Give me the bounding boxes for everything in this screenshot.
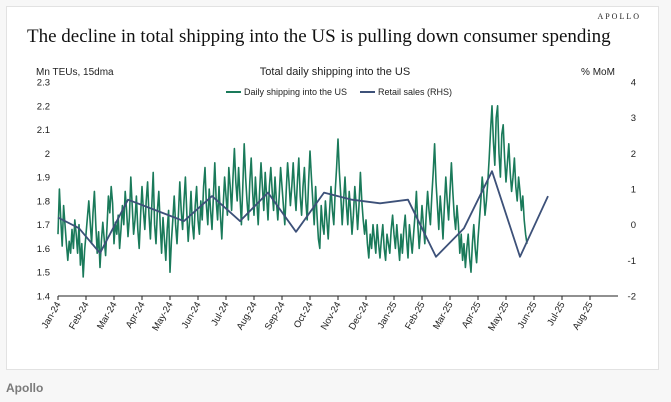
y-left-tick-label: 2.2 [37,101,50,112]
x-tick-label: May-24 [150,300,175,333]
left-axis-label: Mn TEUs, 15dma [36,67,114,78]
x-tick-label: Mar-24 [95,300,120,332]
x-tick-label: Apr-25 [460,300,484,330]
y-left-tick-label: 2.1 [37,125,50,136]
x-tick-label: Jun-25 [516,300,540,331]
legend: Daily shipping into the US Retail sales … [226,87,452,97]
x-tick-label: Feb-24 [67,300,92,332]
x-tick-label: Dec-24 [347,300,372,332]
x-tick-label: Jan-25 [376,300,400,331]
y-left-tick-label: 1.6 [37,244,50,255]
x-tick-label: Jan-24 [40,300,64,331]
legend-label-retail: Retail sales (RHS) [378,87,452,97]
x-tick-label: Aug-25 [571,300,596,332]
y-left-tick-label: 1.7 [37,220,50,231]
brand-logo: APOLLO [597,12,641,21]
x-tick-label: Jul-24 [209,300,231,328]
x-axis-ticks: Jan-24 Feb-24 Mar-24 Apr-24 May-24 Jun-24 Jul-… [40,296,596,333]
x-tick-label: Jun-24 [180,300,204,331]
source-label: Apollo [6,381,44,395]
series-line-shipping [57,105,528,278]
x-tick-label: Mar-25 [431,300,456,332]
y-right-tick-label: -1 [628,256,636,267]
chart-title: Total daily shipping into the US [260,66,410,78]
y-left-tick-label: 2.3 [37,78,50,89]
x-tick-label: Apr-24 [124,300,148,330]
right-axis-ticks: -2 -1 0 1 2 3 4 [628,78,636,303]
left-axis-ticks: 1.4 1.5 1.6 1.7 1.8 1.9 2 2.1 2.2 2.3 [37,78,50,303]
y-right-tick-label: 1 [631,185,636,196]
x-tick-label: Nov-24 [319,300,344,332]
chart-card [6,6,659,370]
y-right-tick-label: -2 [628,292,636,303]
y-left-tick-label: 1.9 [37,173,50,184]
y-left-tick-label: 1.4 [37,292,50,303]
y-left-tick-label: 1.5 [37,268,50,279]
x-tick-label: Aug-24 [235,300,260,332]
series-layer [57,105,549,278]
headline: The decline in total shipping into the U… [27,26,611,47]
x-tick-label: Jul-25 [545,300,567,328]
legend-label-shipping: Daily shipping into the US [244,87,347,97]
y-left-tick-label: 1.8 [37,196,50,207]
x-tick-label: Oct-24 [292,300,316,330]
y-right-tick-label: 0 [631,220,636,231]
y-right-tick-label: 4 [631,78,636,89]
y-right-tick-label: 2 [631,149,636,160]
right-axis-label: % MoM [581,67,615,78]
x-tick-label: May-25 [486,300,511,333]
series-line-retail [57,170,549,258]
y-right-tick-label: 3 [631,113,636,124]
x-tick-label: Feb-25 [403,300,428,332]
x-tick-label: Sep-24 [263,300,288,332]
y-left-tick-label: 2 [45,149,50,160]
